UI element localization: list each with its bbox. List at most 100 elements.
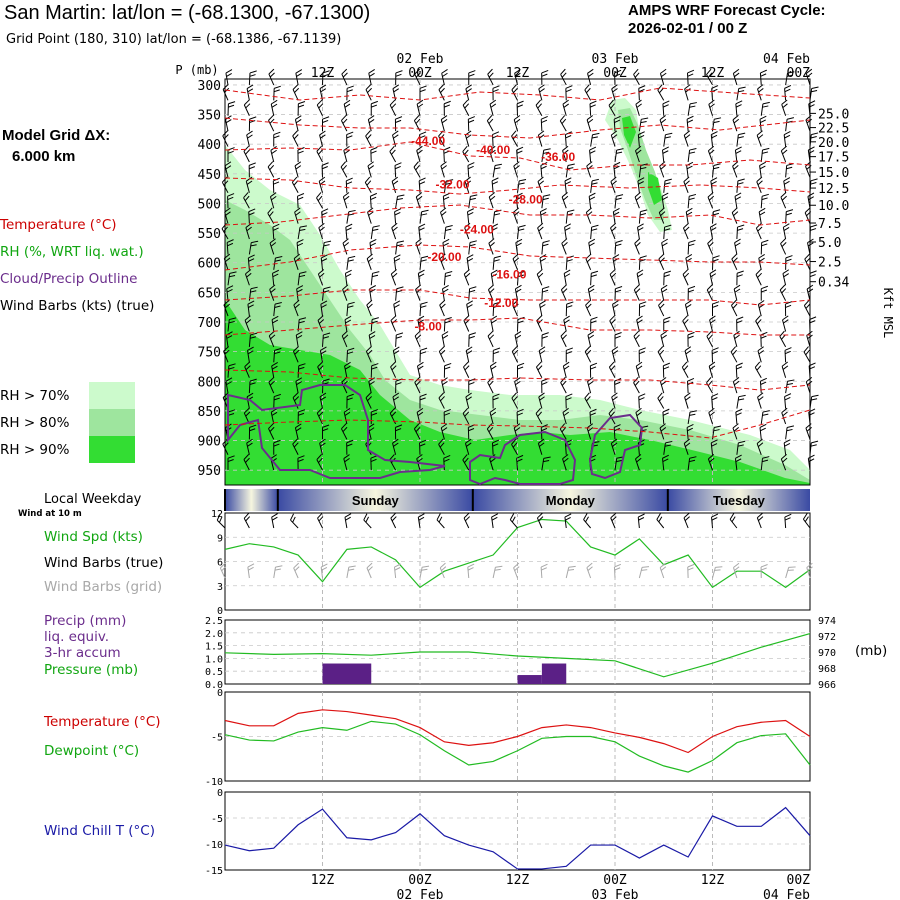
barb-flag <box>291 176 298 183</box>
wind-barb <box>585 253 592 271</box>
barb-staff <box>248 242 252 255</box>
barb-flag <box>416 99 424 105</box>
barb-flag <box>491 513 499 518</box>
temperature-contour-label: -32.00 <box>435 178 469 192</box>
barb-staff <box>320 304 323 317</box>
barb-staff <box>537 443 543 455</box>
wind-barb <box>368 331 376 347</box>
barb-flag <box>494 255 502 259</box>
barb-flag <box>320 563 328 568</box>
barb-flag <box>393 350 400 355</box>
wind-barb <box>292 438 299 455</box>
barb-flag <box>706 330 712 337</box>
wind-barb <box>560 376 567 394</box>
barb-flag <box>365 516 370 523</box>
barb-flag <box>370 458 377 463</box>
barb-flag <box>271 513 278 518</box>
wind-barb <box>366 253 374 271</box>
barb-flag <box>538 346 546 352</box>
barb-flag <box>513 303 519 309</box>
barb-flag <box>322 378 330 382</box>
wind-barb <box>340 423 348 440</box>
barb-flag <box>415 164 420 171</box>
wind-barb <box>608 407 616 425</box>
barb-flag <box>368 211 374 216</box>
barb-flag <box>563 149 569 155</box>
barb-staff <box>755 227 762 240</box>
barb-staff <box>417 319 421 332</box>
barb-flag <box>344 513 352 518</box>
wind-barb <box>736 270 744 286</box>
barb-flag <box>661 380 667 386</box>
barb-flag <box>438 392 445 399</box>
barb-flag <box>689 151 696 154</box>
wind-barb <box>294 161 302 178</box>
barb-flag <box>417 195 423 201</box>
barb-flag <box>419 89 426 93</box>
barb-staff <box>320 567 323 579</box>
barb-flag <box>394 162 402 166</box>
barb-flag <box>415 192 423 198</box>
barb-flag <box>785 304 792 308</box>
barb-flag <box>416 242 422 247</box>
barb-flag <box>735 454 742 459</box>
barb-flag <box>221 566 227 572</box>
wind-barb <box>222 438 229 455</box>
wind-barb <box>559 423 567 440</box>
barb-flag <box>519 178 527 182</box>
wind-barb <box>292 392 300 409</box>
wind-barb <box>294 423 302 440</box>
barb-flag <box>586 161 593 167</box>
barb-staff <box>243 518 250 529</box>
wind-barb <box>394 162 402 178</box>
barb-flag <box>784 134 791 139</box>
wind-barb <box>316 192 323 209</box>
barb-flag <box>684 180 690 186</box>
barb-staff <box>780 196 787 209</box>
wind-barb <box>662 362 671 378</box>
barb-staff <box>271 517 275 529</box>
barb-flag <box>735 196 742 201</box>
barb-flag <box>469 197 476 201</box>
barb-staff <box>322 242 325 255</box>
barb-flag <box>469 240 477 243</box>
wind-barb <box>246 84 254 101</box>
wind-barb <box>759 115 767 132</box>
barb-flag <box>640 209 648 213</box>
barb-flag <box>223 180 229 186</box>
barb-flag <box>467 211 474 216</box>
barb-flag <box>636 365 643 370</box>
barb-flag <box>438 84 445 90</box>
wind-barb <box>316 454 323 471</box>
barb-flag <box>418 227 425 231</box>
barb-flag <box>732 115 739 121</box>
barb-flag <box>245 269 252 275</box>
temperature-contour <box>224 317 810 336</box>
barb-flag <box>321 258 328 262</box>
barb-flag <box>395 424 403 428</box>
wind-barb <box>708 361 716 378</box>
barb-flag <box>587 165 593 170</box>
barb-flag <box>273 397 280 401</box>
wind-barb <box>541 148 551 163</box>
barb-flag <box>662 458 669 463</box>
barb-staff <box>271 273 275 286</box>
barb-flag <box>542 286 550 290</box>
barb-flag <box>758 396 764 401</box>
wind-barb <box>735 408 743 424</box>
bottom-time-tick-label: 12Z <box>311 873 335 888</box>
barb-staff <box>462 151 470 163</box>
wind-barb <box>611 84 618 101</box>
barb-flag <box>343 192 350 198</box>
height-tick-label: 12.5 <box>818 182 849 197</box>
pressure-tick-label: 550 <box>198 227 221 242</box>
wind-barb <box>244 269 252 286</box>
barb-staff <box>589 103 592 116</box>
barb-flag <box>249 382 256 385</box>
barb-flag <box>419 131 427 136</box>
wind-barb <box>419 439 427 455</box>
barb-flag <box>344 103 351 108</box>
barb-flag <box>633 284 640 291</box>
barb-staff <box>489 365 494 378</box>
barb-flag <box>541 335 548 339</box>
